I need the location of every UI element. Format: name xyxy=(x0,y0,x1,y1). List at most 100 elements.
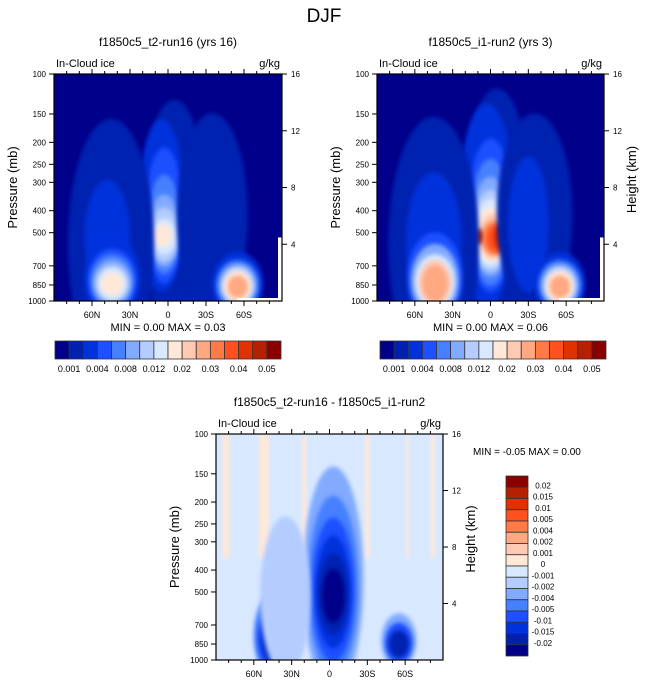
contour-band xyxy=(222,434,230,559)
colorbar-box xyxy=(505,486,529,499)
variable-label: In-Cloud ice xyxy=(379,58,438,70)
y-tick-label: 250 xyxy=(195,520,209,529)
y-tick-label: 400 xyxy=(33,207,47,216)
colorbar-label: -0.015 xyxy=(532,628,555,637)
colorbar-box xyxy=(209,340,225,360)
y-tick-label: 100 xyxy=(195,430,209,439)
y-tick-label: 300 xyxy=(356,178,370,187)
panel-title: f1850c5_t2-run16 - f1850c5_i1-run2 xyxy=(234,395,426,409)
colorbar-box xyxy=(393,340,409,360)
y-right-tick-label: 12 xyxy=(452,487,461,496)
units-label: g/kg xyxy=(420,418,441,430)
y-right-tick-label: 16 xyxy=(291,70,300,79)
y-tick-label: 200 xyxy=(356,138,370,147)
colorbar-box xyxy=(492,340,508,360)
min-max-stats: MIN = -0.05 MAX = 0.00 xyxy=(473,447,581,458)
contour-level-2 xyxy=(508,156,549,293)
colorbar: 0.02 0.015 0.01 0.005 0.004 0.002 0.001 0 -0.001… xyxy=(505,475,555,657)
x-tick-label: 30N xyxy=(283,669,300,679)
y-right-tick-label: 12 xyxy=(291,127,300,136)
x-tick-label: 60S xyxy=(558,310,574,320)
y-axis-label: Pressure (mb) xyxy=(5,146,20,228)
contour-field xyxy=(377,74,604,301)
colorbar-box xyxy=(238,340,254,360)
colorbar-box xyxy=(111,340,127,360)
y-tick-label: 500 xyxy=(195,588,209,597)
colorbar-label: -0.004 xyxy=(532,594,555,603)
x-tick-label: 30N xyxy=(444,310,461,320)
x-tick-label: 0 xyxy=(327,669,332,679)
colorbar-label: 0.008 xyxy=(439,364,462,374)
colorbar-label: 0.004 xyxy=(533,526,554,535)
colorbar-box xyxy=(591,340,607,360)
colorbar-label: 0.005 xyxy=(533,515,554,524)
colorbar-box xyxy=(505,543,529,556)
colorbar-box xyxy=(505,633,529,646)
colorbar: 0.001 0.004 0.008 0.012 0.02 0.03 0.04 0.05 xyxy=(379,340,607,374)
colorbar-box xyxy=(125,340,141,360)
y-tick-label: 250 xyxy=(33,160,47,169)
panel-title: f1850c5_i1-run2 (yrs 3) xyxy=(428,35,552,49)
y-right-tick-label: 16 xyxy=(452,430,461,439)
y-tick-label: 850 xyxy=(356,281,370,290)
y-right-axis-label: Height (km) xyxy=(463,505,478,572)
y-tick-label: 400 xyxy=(195,566,209,575)
colorbar-box xyxy=(505,610,529,623)
colorbar-label: 0.02 xyxy=(535,481,551,490)
colorbar-box xyxy=(266,340,282,360)
y-right-tick-label: 8 xyxy=(291,184,296,193)
missing-data xyxy=(559,298,604,301)
colorbar-box xyxy=(139,340,155,360)
contour-field xyxy=(54,74,282,301)
x-tick-label: 0 xyxy=(488,310,493,320)
contour-level-8 xyxy=(100,272,124,296)
colorbar-box xyxy=(54,340,70,360)
colorbar-label: 0.002 xyxy=(533,538,554,547)
colorbar-box xyxy=(96,340,112,360)
missing-data xyxy=(600,237,604,301)
colorbar-box xyxy=(68,340,84,360)
x-tick-label: 60N xyxy=(246,669,263,679)
y-tick-label: 100 xyxy=(356,70,370,79)
figure-title: DJF xyxy=(307,6,342,27)
y-tick-label: 850 xyxy=(33,281,47,290)
colorbar-label: 0.03 xyxy=(527,364,545,374)
x-tick-label: 60N xyxy=(84,310,101,320)
colorbar-box xyxy=(505,554,529,567)
units-label: g/kg xyxy=(581,58,602,70)
colorbar-box xyxy=(167,340,183,360)
colorbar-box xyxy=(505,644,529,657)
y-tick-label: 1000 xyxy=(351,297,369,306)
x-tick-label: 30S xyxy=(359,669,375,679)
colorbar-label: 0.012 xyxy=(468,364,491,374)
colorbar-label: 0.012 xyxy=(143,364,166,374)
colorbar-box xyxy=(505,588,529,601)
colorbar-label: 0.04 xyxy=(230,364,248,374)
colorbar-label: 0.02 xyxy=(173,364,191,374)
colorbar-box xyxy=(421,340,437,360)
y-tick-label: 850 xyxy=(195,640,209,649)
y-right-tick-label: 8 xyxy=(452,543,457,552)
min-max-stats: MIN = 0.00 MAX = 0.03 xyxy=(111,322,226,334)
colorbar-box xyxy=(464,340,480,360)
colorbar-label: 0.02 xyxy=(498,364,516,374)
y-tick-label: 1000 xyxy=(28,297,46,306)
colorbar-label: -0.002 xyxy=(532,583,555,592)
contour-field xyxy=(216,434,443,660)
contour-level-9 xyxy=(260,516,311,660)
colorbar-label: 0.001 xyxy=(383,364,406,374)
colorbar-box xyxy=(505,576,529,589)
colorbar-box xyxy=(505,520,529,533)
colorbar-label: 0.008 xyxy=(114,364,137,374)
y-right-tick-label: 4 xyxy=(291,240,296,249)
colorbar-box xyxy=(450,340,466,360)
panel-title: f1850c5_t2-run16 (yrs 16) xyxy=(99,35,237,49)
colorbar-box xyxy=(506,340,522,360)
colorbar-box xyxy=(224,340,240,360)
y-tick-label: 150 xyxy=(356,110,370,119)
contour-level-15 xyxy=(321,568,345,623)
y-tick-label: 150 xyxy=(195,470,209,479)
colorbar-box xyxy=(577,340,593,360)
colorbar-label: -0.001 xyxy=(532,571,555,580)
contour-band xyxy=(405,434,410,559)
